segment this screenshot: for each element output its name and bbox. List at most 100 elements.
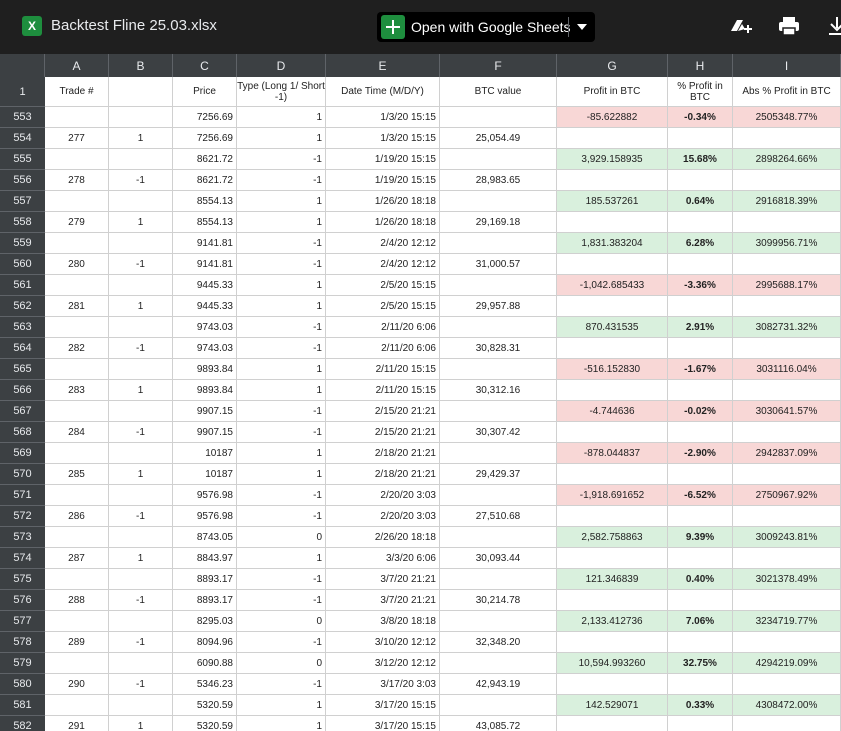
cell-date-time[interactable]: 2/11/20 15:15 bbox=[326, 380, 440, 401]
cell-date-time[interactable]: 2/15/20 21:21 bbox=[326, 401, 440, 422]
cell-btc-value[interactable] bbox=[440, 401, 557, 422]
cell-abs-pct-profit[interactable]: 3082731.32% bbox=[733, 317, 841, 338]
cell-b[interactable] bbox=[109, 611, 173, 632]
cell-trade-number[interactable] bbox=[45, 653, 109, 674]
cell-profit-btc[interactable] bbox=[557, 128, 668, 149]
row-number[interactable]: 561 bbox=[0, 275, 45, 296]
row-number[interactable]: 554 bbox=[0, 128, 45, 149]
cell-profit-btc[interactable]: -85.622882 bbox=[557, 107, 668, 128]
cell-price[interactable]: 8094.96 bbox=[173, 632, 237, 653]
row-number[interactable]: 560 bbox=[0, 254, 45, 275]
cell-date-time[interactable]: 2/26/20 18:18 bbox=[326, 527, 440, 548]
cell-btc-value[interactable] bbox=[440, 191, 557, 212]
cell-pct-profit[interactable]: 0.64% bbox=[668, 191, 733, 212]
cell-profit-btc[interactable]: -1,042.685433 bbox=[557, 275, 668, 296]
cell-date-time[interactable]: 1/3/20 15:15 bbox=[326, 107, 440, 128]
header-b[interactable] bbox=[109, 77, 173, 107]
cell-pct-profit[interactable]: -2.90% bbox=[668, 443, 733, 464]
cell-trade-number[interactable] bbox=[45, 359, 109, 380]
cell-price[interactable]: 8743.05 bbox=[173, 527, 237, 548]
row-number[interactable]: 578 bbox=[0, 632, 45, 653]
row-number[interactable]: 553 bbox=[0, 107, 45, 128]
cell-type[interactable]: -1 bbox=[237, 170, 326, 191]
cell-profit-btc[interactable]: -4.744636 bbox=[557, 401, 668, 422]
cell-price[interactable]: 9907.15 bbox=[173, 422, 237, 443]
cell-pct-profit[interactable] bbox=[668, 212, 733, 233]
cell-type[interactable]: -1 bbox=[237, 401, 326, 422]
cell-btc-value[interactable] bbox=[440, 569, 557, 590]
column-header-i[interactable]: I bbox=[733, 54, 841, 77]
cell-abs-pct-profit[interactable]: 3234719.77% bbox=[733, 611, 841, 632]
row-number[interactable]: 571 bbox=[0, 485, 45, 506]
cell-trade-number[interactable]: 281 bbox=[45, 296, 109, 317]
row-number[interactable]: 575 bbox=[0, 569, 45, 590]
cell-btc-value[interactable]: 30,307.42 bbox=[440, 422, 557, 443]
cell-btc-value[interactable]: 43,085.72 bbox=[440, 716, 557, 731]
cell-date-time[interactable]: 2/11/20 6:06 bbox=[326, 317, 440, 338]
cell-price[interactable]: 8843.97 bbox=[173, 548, 237, 569]
cell-type[interactable]: 0 bbox=[237, 611, 326, 632]
cell-date-time[interactable]: 2/20/20 3:03 bbox=[326, 506, 440, 527]
cell-price[interactable]: 9445.33 bbox=[173, 275, 237, 296]
cell-pct-profit[interactable] bbox=[668, 422, 733, 443]
cell-type[interactable]: 1 bbox=[237, 107, 326, 128]
cell-b[interactable]: 1 bbox=[109, 212, 173, 233]
cell-date-time[interactable]: 3/3/20 6:06 bbox=[326, 548, 440, 569]
cell-trade-number[interactable]: 288 bbox=[45, 590, 109, 611]
row-number[interactable]: 572 bbox=[0, 506, 45, 527]
cell-abs-pct-profit[interactable]: 2916818.39% bbox=[733, 191, 841, 212]
row-number[interactable]: 577 bbox=[0, 611, 45, 632]
cell-b[interactable]: 1 bbox=[109, 296, 173, 317]
cell-btc-value[interactable] bbox=[440, 233, 557, 254]
cell-date-time[interactable]: 3/7/20 21:21 bbox=[326, 569, 440, 590]
cell-date-time[interactable]: 2/5/20 15:15 bbox=[326, 275, 440, 296]
cell-profit-btc[interactable]: 185.537261 bbox=[557, 191, 668, 212]
cell-price[interactable]: 8295.03 bbox=[173, 611, 237, 632]
cell-abs-pct-profit[interactable]: 2750967.92% bbox=[733, 485, 841, 506]
cell-trade-number[interactable]: 286 bbox=[45, 506, 109, 527]
cell-type[interactable]: -1 bbox=[237, 506, 326, 527]
cell-pct-profit[interactable]: 7.06% bbox=[668, 611, 733, 632]
cell-abs-pct-profit[interactable] bbox=[733, 632, 841, 653]
cell-b[interactable]: -1 bbox=[109, 254, 173, 275]
cell-btc-value[interactable] bbox=[440, 275, 557, 296]
cell-price[interactable]: 8893.17 bbox=[173, 569, 237, 590]
cell-pct-profit[interactable]: 15.68% bbox=[668, 149, 733, 170]
cell-profit-btc[interactable]: 870.431535 bbox=[557, 317, 668, 338]
cell-abs-pct-profit[interactable] bbox=[733, 716, 841, 731]
column-header-g[interactable]: G bbox=[557, 54, 668, 77]
header-price[interactable]: Price bbox=[173, 77, 237, 107]
row-number[interactable]: 567 bbox=[0, 401, 45, 422]
cell-trade-number[interactable]: 280 bbox=[45, 254, 109, 275]
cell-btc-value[interactable]: 29,429.37 bbox=[440, 464, 557, 485]
select-all-corner[interactable] bbox=[0, 54, 45, 77]
cell-profit-btc[interactable]: 121.346839 bbox=[557, 569, 668, 590]
cell-trade-number[interactable]: 291 bbox=[45, 716, 109, 731]
cell-price[interactable]: 10187 bbox=[173, 464, 237, 485]
cell-btc-value[interactable] bbox=[440, 107, 557, 128]
cell-date-time[interactable]: 1/19/20 15:15 bbox=[326, 149, 440, 170]
cell-date-time[interactable]: 1/26/20 18:18 bbox=[326, 191, 440, 212]
cell-type[interactable]: 1 bbox=[237, 128, 326, 149]
cell-type[interactable]: 1 bbox=[237, 548, 326, 569]
cell-date-time[interactable]: 3/17/20 15:15 bbox=[326, 695, 440, 716]
cell-type[interactable]: -1 bbox=[237, 632, 326, 653]
cell-type[interactable]: 1 bbox=[237, 212, 326, 233]
cell-b[interactable] bbox=[109, 569, 173, 590]
cell-profit-btc[interactable] bbox=[557, 380, 668, 401]
column-header-b[interactable]: B bbox=[109, 54, 173, 77]
header-date-time[interactable]: Date Time (M/D/Y) bbox=[326, 77, 440, 107]
spreadsheet-grid[interactable]: A B C D E F G H I 1 Trade # Price Type (… bbox=[0, 54, 841, 731]
cell-abs-pct-profit[interactable] bbox=[733, 128, 841, 149]
cell-pct-profit[interactable] bbox=[668, 254, 733, 275]
cell-type[interactable]: 1 bbox=[237, 380, 326, 401]
cell-type[interactable]: -1 bbox=[237, 422, 326, 443]
cell-price[interactable]: 5346.23 bbox=[173, 674, 237, 695]
cell-type[interactable]: 1 bbox=[237, 296, 326, 317]
cell-profit-btc[interactable] bbox=[557, 716, 668, 731]
cell-pct-profit[interactable]: 0.40% bbox=[668, 569, 733, 590]
cell-btc-value[interactable]: 30,093.44 bbox=[440, 548, 557, 569]
cell-date-time[interactable]: 2/5/20 15:15 bbox=[326, 296, 440, 317]
header-btc-value[interactable]: BTC value bbox=[440, 77, 557, 107]
column-header-h[interactable]: H bbox=[668, 54, 733, 77]
